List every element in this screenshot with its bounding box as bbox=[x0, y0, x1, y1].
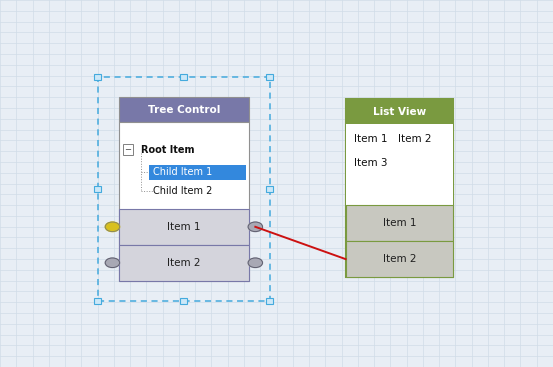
Bar bbox=[180, 298, 187, 304]
Bar bbox=[94, 74, 102, 80]
Bar bbox=[346, 124, 453, 205]
Text: Item 1: Item 1 bbox=[354, 134, 388, 144]
Bar bbox=[267, 298, 273, 304]
Circle shape bbox=[105, 222, 119, 232]
Text: List View: List View bbox=[373, 106, 426, 117]
Text: Item 2: Item 2 bbox=[383, 254, 416, 264]
Bar bbox=[180, 74, 187, 80]
Bar bbox=[346, 99, 453, 124]
Bar bbox=[149, 164, 246, 180]
Bar bbox=[119, 245, 249, 281]
Bar bbox=[267, 74, 273, 80]
Text: Tree Control: Tree Control bbox=[148, 105, 220, 115]
Bar bbox=[94, 186, 102, 192]
Text: Item 2: Item 2 bbox=[398, 134, 431, 144]
Circle shape bbox=[105, 258, 119, 268]
Text: −: − bbox=[124, 145, 132, 154]
Bar bbox=[346, 205, 453, 241]
Circle shape bbox=[248, 222, 263, 232]
Text: Root Item: Root Item bbox=[141, 145, 195, 155]
Text: Item 1: Item 1 bbox=[167, 222, 201, 232]
Text: Item 1: Item 1 bbox=[383, 218, 416, 228]
Bar bbox=[119, 209, 249, 245]
Bar bbox=[94, 298, 102, 304]
Text: Item 2: Item 2 bbox=[167, 258, 201, 268]
Bar bbox=[346, 241, 453, 277]
Circle shape bbox=[248, 258, 263, 268]
Bar bbox=[119, 122, 249, 281]
Text: Item 3: Item 3 bbox=[354, 157, 388, 168]
Text: Child Item 1: Child Item 1 bbox=[153, 167, 212, 177]
Bar bbox=[267, 186, 273, 192]
Bar bbox=[346, 99, 453, 277]
Text: Child Item 2: Child Item 2 bbox=[153, 186, 212, 196]
Bar bbox=[119, 97, 249, 122]
